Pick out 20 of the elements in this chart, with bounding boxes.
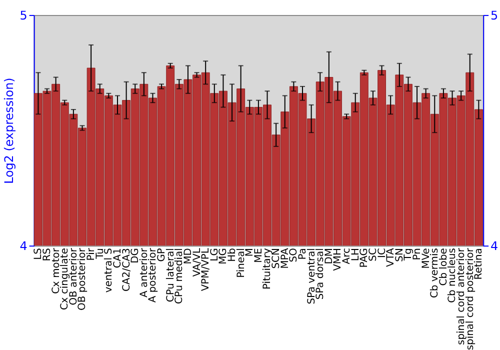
x-tick-label: Hb: [227, 248, 238, 262]
x-tick-label: RS: [42, 248, 53, 262]
x-tick-label: A posterior: [148, 247, 159, 303]
x-tick-label: CA1: [112, 248, 124, 268]
y2-tick-label: 5: [490, 8, 498, 22]
x-tick-label: MVe: [420, 248, 432, 269]
x-tick-label: Retina: [474, 248, 485, 280]
x-tick-label: SC: [368, 248, 379, 262]
x-tick-label: MD: [182, 248, 194, 264]
x-tick-label: OB posterior: [77, 247, 88, 310]
x-tick-label: GP: [156, 248, 168, 262]
x-tick-label: Tg: [403, 248, 414, 262]
x-tick-label: Cb lobe: [438, 248, 450, 286]
x-tick-label: ME: [253, 248, 264, 263]
y-axis-title: Log2 (expression): [2, 78, 16, 184]
y2-tick-label: 4: [490, 239, 498, 254]
x-tick-label: Pa: [297, 248, 308, 260]
x-tick-label: DG: [130, 248, 142, 264]
x-tick-label: Pituitary: [262, 248, 274, 290]
x-tick-label: spinal cord posterior: [464, 247, 476, 350]
